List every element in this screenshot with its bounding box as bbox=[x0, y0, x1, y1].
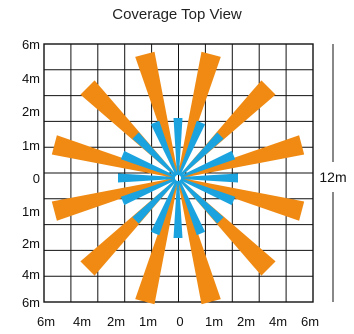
short-beam bbox=[173, 181, 183, 238]
long-beam bbox=[181, 135, 305, 178]
short-beam bbox=[179, 179, 224, 224]
long-beam bbox=[135, 51, 178, 175]
short-beam bbox=[178, 180, 206, 236]
short-beam bbox=[173, 118, 183, 175]
short-beam bbox=[118, 173, 175, 183]
y-tick-label: 2m bbox=[22, 236, 40, 251]
y-tick-label: 1m bbox=[22, 138, 40, 153]
x-tick-label: 2m bbox=[237, 314, 255, 329]
short-beam bbox=[120, 178, 176, 206]
short-range-beams bbox=[118, 118, 238, 238]
x-tick-label: 4m bbox=[73, 314, 91, 329]
x-tick-label: 1m bbox=[139, 314, 157, 329]
dimension-marker: 12m bbox=[319, 44, 347, 302]
short-beam bbox=[150, 120, 178, 176]
short-beam bbox=[120, 150, 176, 178]
short-beam bbox=[178, 120, 206, 176]
long-beam bbox=[51, 135, 175, 178]
x-tick-label: 6m bbox=[37, 314, 55, 329]
long-beam bbox=[178, 181, 221, 305]
x-tick-label: 1m bbox=[205, 314, 223, 329]
y-axis-labels: 6m 4m 2m 1m 0 1m 2m 4m 6m bbox=[22, 37, 40, 310]
dimension-label: 12m bbox=[319, 169, 346, 185]
short-beam bbox=[150, 180, 178, 236]
long-beam bbox=[135, 181, 178, 305]
grid-border bbox=[43, 43, 314, 303]
short-beam bbox=[132, 179, 177, 224]
x-tick-label: 0 bbox=[176, 314, 183, 329]
long-beam bbox=[181, 178, 305, 221]
y-tick-label: 4m bbox=[22, 71, 40, 86]
short-beam bbox=[179, 132, 224, 177]
long-beam bbox=[51, 178, 175, 221]
short-beam bbox=[181, 173, 238, 183]
long-beam bbox=[178, 51, 221, 175]
short-beam bbox=[180, 150, 236, 178]
short-beam bbox=[132, 132, 177, 177]
y-tick-label: 6m bbox=[22, 295, 40, 310]
x-tick-label: 6m bbox=[301, 314, 319, 329]
x-axis-labels: 6m 4m 2m 1m 0 1m 2m 4m 6m bbox=[37, 314, 319, 329]
y-tick-label: 4m bbox=[22, 267, 40, 282]
short-beam bbox=[180, 178, 236, 206]
y-tick-label: 1m bbox=[22, 204, 40, 219]
y-tick-label: 0 bbox=[33, 171, 40, 186]
y-tick-label: 6m bbox=[22, 37, 40, 52]
x-tick-label: 4m bbox=[269, 314, 287, 329]
diagram-title: Coverage Top View bbox=[112, 6, 242, 23]
x-tick-label: 2m bbox=[107, 314, 125, 329]
y-tick-label: 2m bbox=[22, 104, 40, 119]
